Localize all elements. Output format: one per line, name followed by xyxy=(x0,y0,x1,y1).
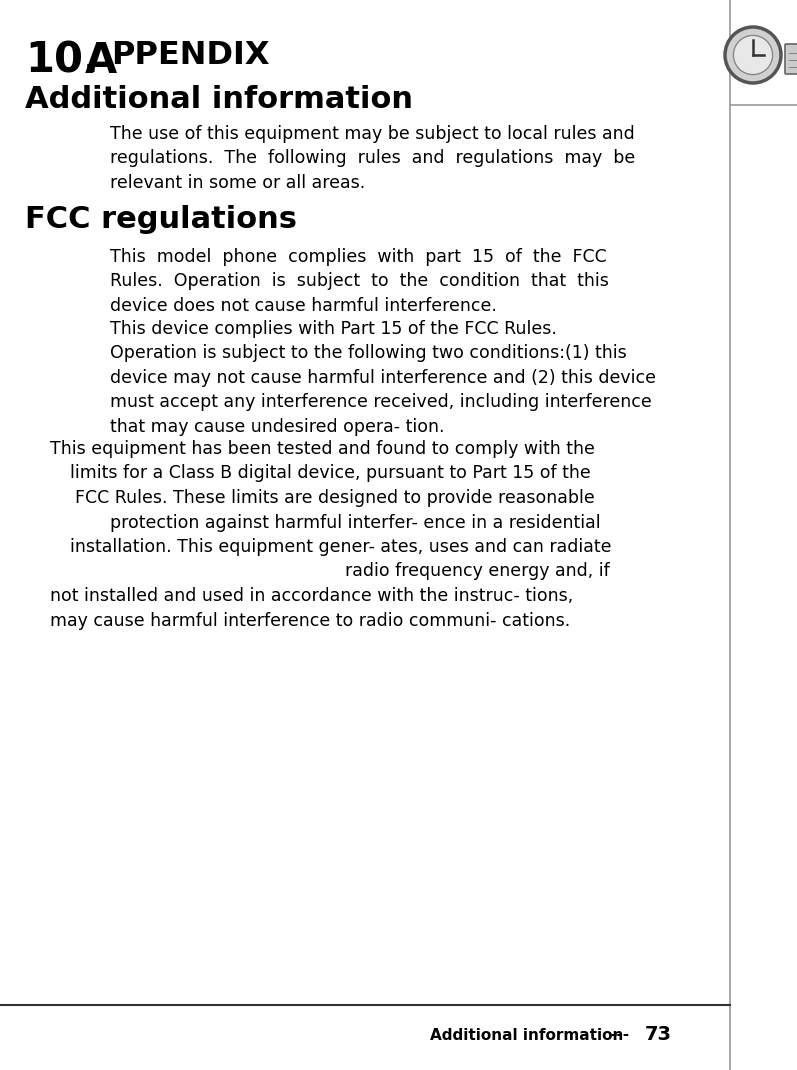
Text: regulations.  The  following  rules  and  regulations  may  be: regulations. The following rules and reg… xyxy=(110,150,635,168)
Text: A: A xyxy=(85,40,117,82)
Text: This equipment has been tested and found to comply with the: This equipment has been tested and found… xyxy=(50,440,595,458)
Text: may cause harmful interference to radio communi- cations.: may cause harmful interference to radio … xyxy=(50,611,570,629)
Text: The use of this equipment may be subject to local rules and: The use of this equipment may be subject… xyxy=(110,125,634,143)
Text: FCC regulations: FCC regulations xyxy=(25,205,297,234)
Text: protection against harmful interfer- ence in a residential: protection against harmful interfer- enc… xyxy=(110,514,601,532)
Text: This  model  phone  complies  with  part  15  of  the  FCC: This model phone complies with part 15 o… xyxy=(110,248,607,266)
Text: FCC Rules. These limits are designed to provide reasonable: FCC Rules. These limits are designed to … xyxy=(75,489,595,507)
Text: that may cause undesired opera- tion.: that may cause undesired opera- tion. xyxy=(110,418,445,435)
Text: Additional information: Additional information xyxy=(25,85,413,114)
Text: ---: --- xyxy=(610,1027,629,1042)
FancyBboxPatch shape xyxy=(785,44,797,74)
Text: PPENDIX: PPENDIX xyxy=(111,40,269,71)
Text: 73: 73 xyxy=(645,1025,672,1044)
Text: This device complies with Part 15 of the FCC Rules.: This device complies with Part 15 of the… xyxy=(110,320,557,338)
Text: installation. This equipment gener- ates, uses and can radiate: installation. This equipment gener- ates… xyxy=(70,538,611,556)
Text: limits for a Class B digital device, pursuant to Part 15 of the: limits for a Class B digital device, pur… xyxy=(70,464,591,483)
Circle shape xyxy=(725,27,781,83)
Text: not installed and used in accordance with the instruc- tions,: not installed and used in accordance wit… xyxy=(50,587,573,605)
Text: 10.: 10. xyxy=(25,40,99,82)
Text: radio frequency energy and, if: radio frequency energy and, if xyxy=(345,563,610,581)
Text: Rules.  Operation  is  subject  to  the  condition  that  this: Rules. Operation is subject to the condi… xyxy=(110,273,609,290)
Text: device may not cause harmful interference and (2) this device: device may not cause harmful interferenc… xyxy=(110,369,656,387)
Circle shape xyxy=(733,35,772,75)
Text: must accept any interference received, including interference: must accept any interference received, i… xyxy=(110,394,652,412)
Text: Additional information: Additional information xyxy=(430,1027,623,1042)
Text: device does not cause harmful interference.: device does not cause harmful interferen… xyxy=(110,297,497,315)
Text: relevant in some or all areas.: relevant in some or all areas. xyxy=(110,174,365,192)
Text: Operation is subject to the following two conditions:(1) this: Operation is subject to the following tw… xyxy=(110,345,626,363)
